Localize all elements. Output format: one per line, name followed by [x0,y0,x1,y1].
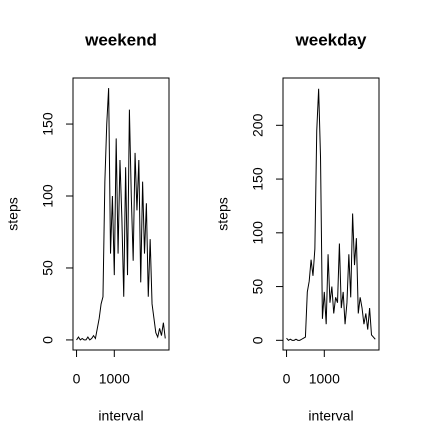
y-tick-label: 150 [40,112,56,136]
y-axis-label: steps [215,197,231,230]
y-tick-label: 0 [250,336,266,344]
x-tick-label: 1000 [99,371,130,387]
y-tick-label: 100 [250,221,266,245]
data-line [286,88,376,341]
x-axis-label: interval [98,408,143,424]
x-tick-label: 0 [73,371,81,387]
y-tick-label: 0 [40,336,56,344]
y-tick-label: 200 [250,113,266,137]
y-tick-label: 100 [40,184,56,208]
plot-box [72,77,170,351]
x-tick-label: 1000 [309,371,340,387]
y-tick-label: 50 [250,279,266,295]
x-axis-label: interval [308,408,353,424]
y-tick-label: 150 [250,167,266,191]
y-tick-label: 50 [40,260,56,276]
plot-box [282,77,380,351]
y-axis-label: steps [5,197,21,230]
data-line [76,88,166,341]
chart-title: weekend [84,30,157,49]
chart-title: weekday [295,30,367,49]
x-tick-label: 0 [283,371,291,387]
